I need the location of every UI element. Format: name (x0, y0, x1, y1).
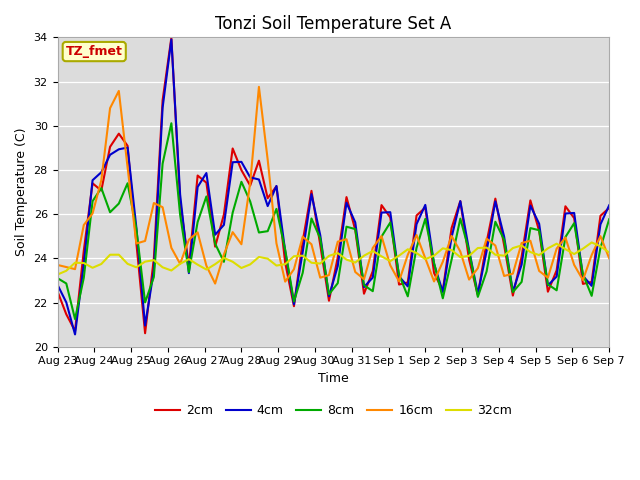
16cm (124, 165, 131, 170)
4cm (299, 249, 307, 255)
16cm (605, 255, 613, 261)
8cm (605, 216, 613, 222)
32cm (54, 272, 61, 277)
8cm (342, 224, 350, 229)
8cm (71, 316, 79, 322)
32cm (605, 250, 613, 255)
2cm (605, 205, 613, 211)
Text: TZ_fmet: TZ_fmet (66, 45, 123, 58)
2cm (422, 204, 429, 210)
Line: 2cm: 2cm (58, 37, 609, 333)
8cm (299, 270, 307, 276)
4cm (605, 203, 613, 208)
2cm (54, 288, 61, 294)
X-axis label: Time: Time (318, 372, 349, 385)
4cm (422, 202, 429, 208)
4cm (430, 261, 438, 267)
4cm (342, 200, 350, 205)
2cm (378, 202, 385, 208)
16cm (211, 281, 219, 287)
8cm (168, 120, 175, 126)
8cm (54, 276, 61, 281)
Line: 4cm: 4cm (58, 39, 609, 335)
16cm (378, 233, 385, 239)
2cm (168, 35, 175, 40)
8cm (132, 226, 140, 232)
16cm (54, 262, 61, 268)
16cm (342, 236, 350, 242)
8cm (378, 234, 385, 240)
16cm (422, 255, 429, 261)
32cm (588, 240, 595, 245)
2cm (299, 238, 307, 244)
Title: Tonzi Soil Temperature Set A: Tonzi Soil Temperature Set A (215, 15, 451, 33)
Line: 32cm: 32cm (58, 242, 609, 275)
Line: 8cm: 8cm (58, 123, 609, 319)
32cm (360, 253, 368, 259)
2cm (430, 270, 438, 276)
2cm (342, 194, 350, 200)
4cm (54, 282, 61, 288)
Line: 16cm: 16cm (58, 87, 609, 284)
Legend: 2cm, 4cm, 8cm, 16cm, 32cm: 2cm, 4cm, 8cm, 16cm, 32cm (150, 399, 517, 422)
4cm (378, 210, 385, 216)
Y-axis label: Soil Temperature (C): Soil Temperature (C) (15, 128, 28, 256)
32cm (413, 250, 420, 256)
32cm (404, 246, 412, 252)
16cm (430, 278, 438, 284)
32cm (325, 253, 333, 259)
32cm (124, 261, 131, 267)
2cm (141, 330, 149, 336)
32cm (282, 261, 289, 267)
8cm (422, 216, 429, 222)
16cm (255, 84, 263, 90)
8cm (430, 260, 438, 266)
2cm (124, 143, 131, 149)
16cm (299, 234, 307, 240)
4cm (168, 36, 175, 42)
4cm (132, 225, 140, 230)
4cm (71, 332, 79, 337)
